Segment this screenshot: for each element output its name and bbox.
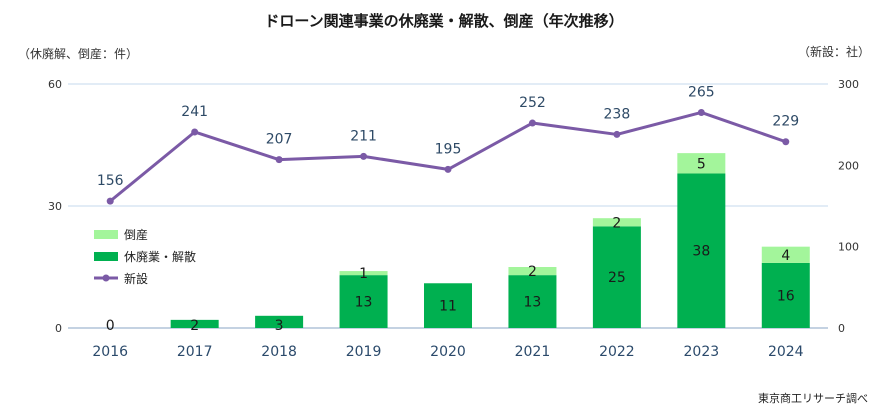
- closure-value-label: 13: [524, 295, 542, 311]
- x-tick-label: 2023: [684, 344, 720, 360]
- bankruptcy-bar: [592, 218, 641, 227]
- legend-new-marker: [102, 274, 110, 282]
- closure-bar: [339, 275, 388, 328]
- new-point: [191, 128, 199, 136]
- right-tick-label: 100: [838, 241, 859, 254]
- bankruptcy-value-label: 2: [528, 264, 537, 280]
- right-tick-label: 200: [838, 159, 859, 172]
- new-value-label: 211: [350, 128, 377, 144]
- x-tick-label: 2021: [515, 344, 551, 360]
- x-axis: 2016 2017 2018 2019 2020 2021 2022 2023 2024: [92, 344, 803, 360]
- right-tick-label: 0: [838, 322, 845, 335]
- legend-closure-label: 休廃業・解散: [124, 249, 196, 264]
- legend-new-label: 新設: [124, 271, 148, 286]
- x-tick-label: 2019: [346, 344, 382, 360]
- x-tick-label: 2020: [430, 344, 466, 360]
- left-axis-label: （休廃解、倒産：件）: [18, 46, 138, 61]
- closure-bar: [170, 319, 219, 328]
- closure-bar: [508, 275, 557, 328]
- new-value-label: 195: [435, 141, 462, 157]
- left-tick-label: 0: [55, 322, 62, 335]
- closure-value-label: 13: [355, 295, 373, 311]
- right-tick-label: 300: [838, 78, 859, 91]
- closure-value-label: 3: [275, 318, 284, 334]
- bankruptcy-value-label: 1: [359, 266, 368, 282]
- x-tick-label: 2022: [599, 344, 635, 360]
- x-tick-label: 2016: [92, 344, 128, 360]
- bankruptcy-bar: [761, 246, 810, 263]
- new-point: [782, 138, 790, 146]
- bankruptcy-bar: [677, 153, 726, 174]
- legend-closure-swatch: [94, 252, 118, 261]
- closure-value-label: 2: [190, 318, 199, 334]
- closure-bar: [424, 283, 472, 328]
- closure-value-label: 11: [439, 299, 457, 315]
- left-axis: 0 30 60: [48, 78, 62, 335]
- new-point: [106, 197, 114, 205]
- closure-bar: [761, 262, 810, 328]
- chart-title: ドローン関連事業の休廃業・解散、倒産（年次推移）: [264, 12, 623, 30]
- bankruptcy-value-label: 5: [697, 156, 706, 172]
- new-value-label: 252: [519, 95, 546, 111]
- new-point: [613, 130, 621, 138]
- new-value-label: 156: [97, 173, 124, 189]
- closure-value-label: 38: [692, 244, 710, 260]
- new-value-label: 241: [181, 104, 208, 120]
- closure-bar: [677, 173, 726, 328]
- left-tick-label: 30: [48, 200, 62, 213]
- source-note: 東京商工リサーチ調べ: [758, 391, 868, 405]
- new-point: [697, 108, 705, 116]
- new-point: [360, 152, 368, 160]
- new-value-label: 207: [266, 132, 293, 148]
- new-establishments-line: 156 241 207 211 195 252 238 265 229: [97, 84, 799, 205]
- bars: 0 2 3 1 13 11 2 13 2 25 5 38 4 16: [106, 153, 810, 334]
- bankruptcy-bar: [339, 271, 388, 276]
- new-point: [528, 119, 536, 127]
- closure-bar: [255, 315, 304, 328]
- bankruptcy-bar: [508, 267, 557, 276]
- new-value-label: 265: [688, 84, 715, 100]
- legend-bankruptcy-swatch: [94, 230, 118, 239]
- closure-value-label: 25: [608, 270, 626, 286]
- legend-bankruptcy-label: 倒産: [124, 227, 148, 242]
- closure-bar: [592, 226, 641, 328]
- closure-value-label: 16: [777, 288, 795, 304]
- right-axis: 0 100 200 300: [838, 78, 859, 335]
- new-point: [275, 156, 283, 164]
- new-point: [444, 165, 452, 173]
- left-tick-label: 60: [48, 78, 62, 91]
- new-value-label: 238: [604, 106, 631, 122]
- legend: 倒産 休廃業・解散 新設: [94, 227, 196, 286]
- x-tick-label: 2018: [261, 344, 297, 360]
- x-tick-label: 2024: [768, 344, 804, 360]
- new-value-label: 229: [772, 114, 799, 130]
- bankruptcy-value-label: 4: [781, 248, 790, 264]
- bankruptcy-value-label: 2: [612, 215, 621, 231]
- x-tick-label: 2017: [177, 344, 213, 360]
- closure-value-label: 0: [106, 318, 115, 334]
- right-axis-label: （新設：社）: [798, 44, 870, 59]
